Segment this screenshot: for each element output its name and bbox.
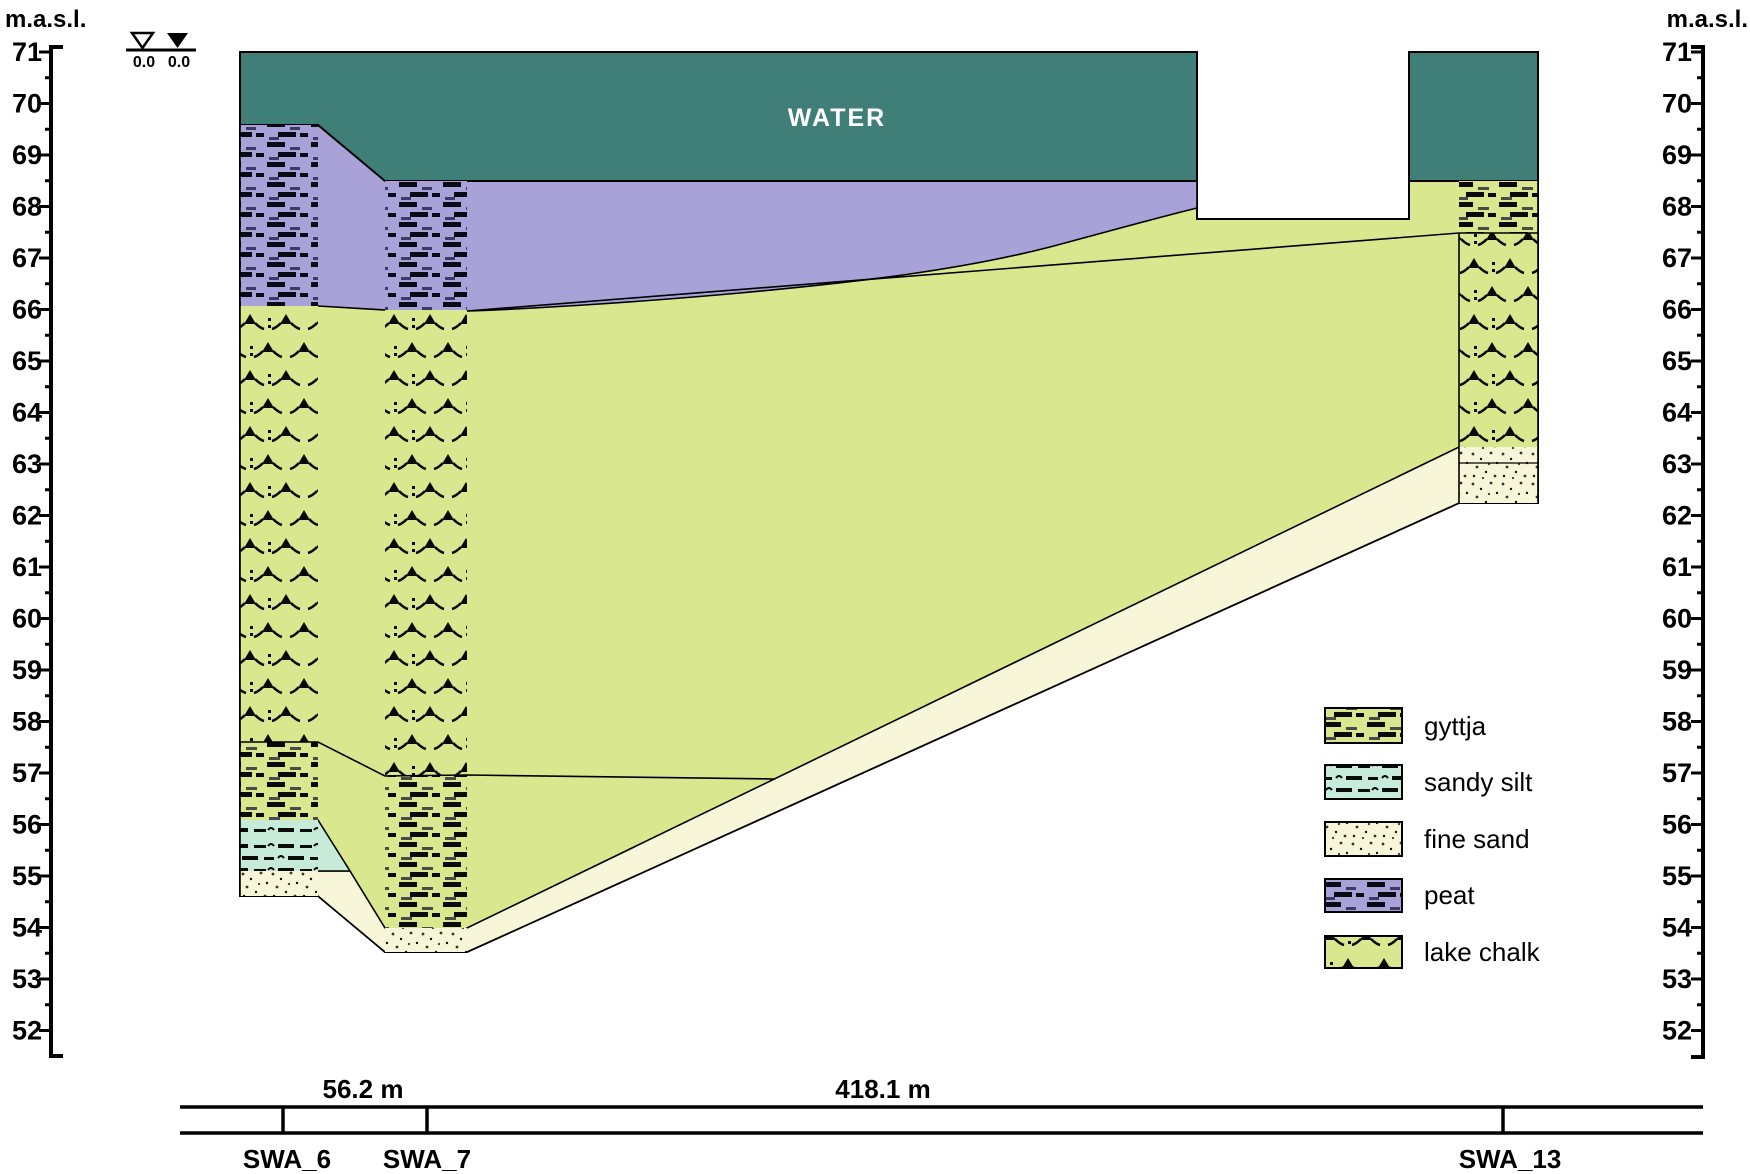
axis-tick-label: 63: [1662, 449, 1692, 479]
water-level-value-left: 0.0: [133, 54, 155, 71]
legend-item-peat: peat: [1324, 878, 1475, 913]
axis-tick-label: 66: [12, 295, 42, 325]
water-level-symbols: 0.0 0.0: [126, 31, 196, 71]
legend-label: sandy silt: [1424, 767, 1533, 797]
axis-tick-label: 71: [1662, 37, 1692, 67]
distance-label-swa7-swa13: 418.1 m: [835, 1074, 930, 1104]
axis-tick-label: 67: [1662, 243, 1692, 273]
water-region-right: [1408, 51, 1539, 182]
axis-tick-label: 57: [1662, 758, 1692, 788]
axis-tick-label: 64: [1662, 398, 1692, 428]
borehole-column-swa13: [1459, 181, 1538, 503]
legend: gyttja sandy silt fine sand peat lake ch…: [1324, 707, 1541, 969]
water-level-value-right: 0.0: [168, 54, 190, 71]
axis-tick-label: 63: [12, 449, 42, 479]
axis-tick-label: 53: [12, 964, 42, 994]
axis-tick-label: 69: [1662, 140, 1692, 170]
axis-tick-label: 71: [12, 37, 42, 67]
distance-label-swa6-swa7: 56.2 m: [323, 1074, 404, 1104]
axis-tick-label: 67: [12, 243, 42, 273]
water-region: [239, 51, 1198, 182]
axis-tick-label: 55: [12, 861, 42, 891]
axis-unit-label-right: m.a.s.l.: [1667, 6, 1748, 33]
legend-item-gyttja: gyttja: [1324, 707, 1487, 744]
axis-tick-label: 52: [12, 1016, 42, 1046]
axis-tick-label: 70: [12, 89, 42, 119]
borehole-column-swa7: [385, 181, 467, 952]
axis-tick-label: 59: [1662, 655, 1692, 685]
axis-tick-label: 53: [1662, 964, 1692, 994]
legend-label: lake chalk: [1424, 937, 1541, 967]
water-table-filled-triangle-icon: [167, 33, 188, 48]
axis-tick-label: 56: [12, 810, 42, 840]
axis-tick-label: 58: [1662, 707, 1692, 737]
axis-tick-label: 58: [12, 707, 42, 737]
borehole-label-swa13: SWA_13: [1459, 1144, 1562, 1174]
borehole-label-swa7: SWA_7: [383, 1144, 471, 1174]
legend-item-fine-sand: fine sand: [1324, 821, 1530, 857]
axis-tick-label: 68: [1662, 192, 1692, 222]
axis-tick-label: 60: [12, 604, 42, 634]
axis-tick-label: 57: [12, 758, 42, 788]
water-label: WATER: [788, 104, 886, 132]
borehole-label-swa6: SWA_6: [243, 1144, 331, 1174]
legend-item-sandy-silt: sandy silt: [1324, 764, 1533, 800]
axis-tick-label: 62: [12, 501, 42, 531]
legend-label: gyttja: [1424, 711, 1487, 741]
axis-tick-label: 62: [1662, 501, 1692, 531]
distance-scale-bar: 56.2 m 418.1 m SWA_6 SWA_7 SWA_13: [180, 1074, 1703, 1174]
axis-tick-label: 65: [1662, 346, 1692, 376]
axis-tick-label: 68: [12, 192, 42, 222]
axis-tick-label: 55: [1662, 861, 1692, 891]
axis-tick-label: 52: [1662, 1016, 1692, 1046]
axis-tick-label: 65: [12, 346, 42, 376]
water-table-open-triangle-icon: [129, 31, 156, 51]
legend-label: peat: [1424, 880, 1475, 910]
legend-swatch-fine-sand: [1324, 821, 1403, 857]
lakechalk-bottom-boundary: [240, 741, 776, 780]
legend-swatch-sandy-silt: [1324, 764, 1403, 800]
axis-tick-label: 54: [1662, 913, 1692, 943]
axis-tick-label: 66: [1662, 295, 1692, 325]
axis-tick-label: 61: [12, 552, 42, 582]
axis-tick-label: 60: [1662, 604, 1692, 634]
axis-tick-label: 54: [12, 913, 42, 943]
axis-tick-label: 56: [1662, 810, 1692, 840]
legend-swatch-gyttja: [1324, 707, 1403, 744]
legend-label: fine sand: [1424, 824, 1530, 854]
axis-tick-label: 70: [1662, 89, 1692, 119]
axis-unit-label-left: m.a.s.l.: [5, 6, 86, 33]
borehole-column-swa6: [240, 125, 318, 896]
legend-swatch-lake-chalk: [1324, 935, 1403, 969]
axis-tick-label: 59: [12, 655, 42, 685]
elevation-axis-left: 71 70 69 68 67 66 65 64 63 62 61 60 59 58 57 56 55 54 53 52…: [5, 6, 86, 1058]
axis-tick-label: 61: [1662, 552, 1692, 582]
elevation-axis-right: 71 70 69 68 67 66 65 64 63 62 61 60 59 58 57 56 55 54 53 52…: [1662, 6, 1748, 1059]
legend-swatch-peat: [1324, 878, 1403, 913]
legend-item-lake-chalk: lake chalk: [1324, 935, 1541, 969]
axis-tick-label: 69: [12, 140, 42, 170]
axis-tick-label: 64: [12, 398, 42, 428]
